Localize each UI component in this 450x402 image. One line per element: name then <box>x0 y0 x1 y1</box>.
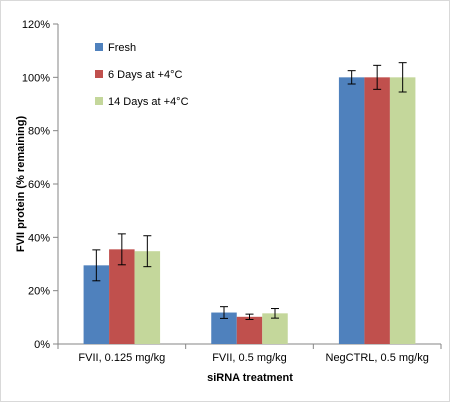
legend-swatch <box>95 43 103 51</box>
bar <box>364 77 390 344</box>
error-bars <box>92 62 407 320</box>
legend-label: 14 Days at +4°C <box>108 96 189 108</box>
y-tick-label: 80% <box>28 126 50 138</box>
y-axis-title: FVII protein (% remaining) <box>15 116 27 253</box>
y-tick-label: 120% <box>22 19 50 31</box>
y-tick-label: 0% <box>34 339 50 351</box>
y-tick-label: 100% <box>22 72 50 84</box>
y-tick-label: 20% <box>28 286 50 298</box>
bar <box>389 77 416 344</box>
legend-label: Fresh <box>108 42 136 54</box>
legend-label: 6 Days at +4°C <box>108 69 182 81</box>
y-tick-label: 40% <box>28 232 50 244</box>
bars <box>83 77 416 344</box>
legend-swatch <box>95 70 103 78</box>
bar <box>338 77 365 344</box>
bar <box>236 316 263 344</box>
y-tick-label: 60% <box>28 179 50 191</box>
x-tick-label: FVII, 0.125 mg/kg <box>78 352 165 364</box>
legend-swatch <box>95 97 103 105</box>
x-tick-label: FVII, 0.5 mg/kg <box>212 352 287 364</box>
x-axis-title: siRNA treatment <box>207 372 293 384</box>
y-axis: 0% 20% 40% 60% 80% 100% 120% <box>22 19 59 351</box>
legend: Fresh 6 Days at +4°C 14 Days at +4°C <box>95 42 189 108</box>
x-tick-label: NegCTRL, 0.5 mg/kg <box>326 352 429 364</box>
